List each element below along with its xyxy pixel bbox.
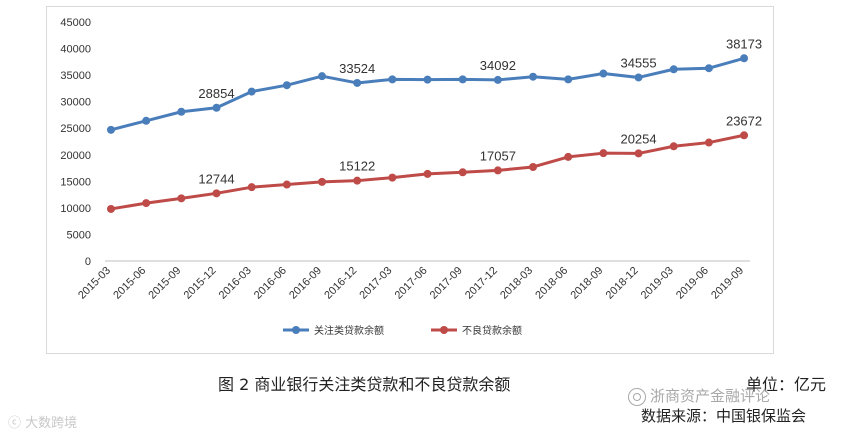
data-point [353, 176, 362, 185]
data-point [634, 73, 643, 82]
data-point [212, 103, 221, 112]
data-point [388, 75, 397, 84]
data-point [318, 177, 327, 186]
data-point [634, 149, 643, 158]
data-point [669, 142, 678, 151]
data-point [282, 180, 291, 189]
data-point [177, 194, 186, 203]
data-point [353, 78, 362, 87]
x-tick-label: 2018-12 [604, 265, 641, 302]
data-point [423, 169, 432, 178]
x-tick-label: 2017-03 [357, 265, 394, 302]
data-label: 17057 [480, 148, 516, 163]
data-label: 34092 [480, 58, 516, 73]
data-point [142, 199, 151, 208]
watermark-text: 浙商资产金融评论 [650, 387, 771, 405]
figure-caption: 图 2 商业银行关注类贷款和不良贷款余额 [218, 375, 511, 394]
legend-marker-1 [292, 326, 300, 334]
data-point [704, 138, 713, 147]
x-tick-label: 2016-12 [322, 265, 359, 302]
unit-label: 单位：亿元 [746, 375, 827, 394]
x-tick-label: 2015-09 [146, 265, 183, 302]
data-source: 数据来源：中国银保监会 [641, 407, 807, 425]
data-point [142, 116, 151, 125]
x-tick-label: 2018-06 [533, 265, 570, 302]
data-label: 33524 [339, 61, 375, 76]
x-tick-label: 2015-03 [76, 265, 113, 302]
data-point [458, 75, 467, 84]
y-tick-label: 20000 [60, 150, 91, 162]
data-label: 38173 [726, 36, 762, 51]
data-point [212, 189, 221, 198]
data-point [493, 75, 502, 84]
data-label: 23672 [726, 113, 762, 128]
legend-label-2: 不良贷款余额 [462, 324, 522, 337]
data-point [529, 162, 538, 171]
x-tick-label: 2016-06 [252, 265, 289, 302]
data-label: 20254 [620, 131, 656, 146]
watermark-wechat: 浙商资产金融评论 [628, 385, 770, 406]
data-label: 15122 [339, 159, 375, 174]
data-point [599, 69, 608, 78]
data-point [740, 131, 749, 140]
x-tick-label: 2018-03 [498, 265, 535, 302]
watermark-left: ⓒ 大数跨境 [8, 412, 77, 431]
x-tick-label: 2017-12 [463, 265, 500, 302]
wechat-icon [628, 387, 646, 406]
x-tick-label: 2019-06 [674, 265, 711, 302]
data-label: 12744 [198, 171, 234, 186]
y-tick-label: 40000 [60, 44, 91, 56]
data-point [247, 183, 256, 192]
x-tick-label: 2017-06 [393, 265, 430, 302]
x-tick-label: 2015-12 [182, 265, 219, 302]
x-tick-label: 2019-09 [709, 265, 746, 302]
x-tick-label: 2018-09 [568, 265, 605, 302]
y-tick-label: 0 [85, 256, 91, 268]
data-point [107, 204, 115, 213]
y-tick-label: 25000 [60, 123, 91, 135]
legend-label-1: 关注类贷款余额 [314, 324, 384, 337]
y-tick-label: 45000 [60, 17, 91, 29]
data-label: 28854 [198, 86, 234, 101]
data-point [740, 54, 749, 63]
data-point [388, 173, 397, 182]
data-point [599, 149, 608, 158]
y-tick-label: 5000 [67, 229, 91, 241]
chart-frame: 0 5000 10000 15000 20000 25000 30000 35000 40000… [46, 6, 774, 354]
watermark-left-text: 大数跨境 [25, 416, 78, 431]
data-point [564, 152, 573, 161]
y-tick-label: 15000 [60, 176, 91, 188]
data-point [704, 64, 713, 73]
data-point [529, 72, 538, 81]
data-label: 34555 [620, 55, 656, 70]
x-tick-label: 2015-06 [111, 265, 148, 302]
data-point [282, 81, 291, 90]
x-tick-label: 2016-09 [287, 265, 324, 302]
data-point [318, 72, 327, 81]
data-point [177, 107, 186, 116]
y-tick-label: 30000 [60, 97, 91, 109]
data-point [423, 75, 432, 84]
y-tick-label: 35000 [60, 70, 91, 82]
data-point [247, 87, 256, 96]
x-tick-label: 2017-09 [428, 265, 465, 302]
data-point [458, 168, 467, 177]
data-point [493, 166, 502, 175]
x-tick-label: 2019-03 [639, 265, 676, 302]
data-point [564, 75, 573, 84]
data-point [107, 125, 115, 134]
line-chart: 0 5000 10000 15000 20000 25000 30000 35000 40000… [60, 17, 762, 337]
data-point [669, 65, 678, 74]
y-tick-label: 10000 [60, 203, 91, 215]
logo-icon: ⓒ [8, 416, 22, 431]
x-tick-label: 2016-03 [217, 265, 254, 302]
legend-marker-2 [440, 326, 448, 334]
